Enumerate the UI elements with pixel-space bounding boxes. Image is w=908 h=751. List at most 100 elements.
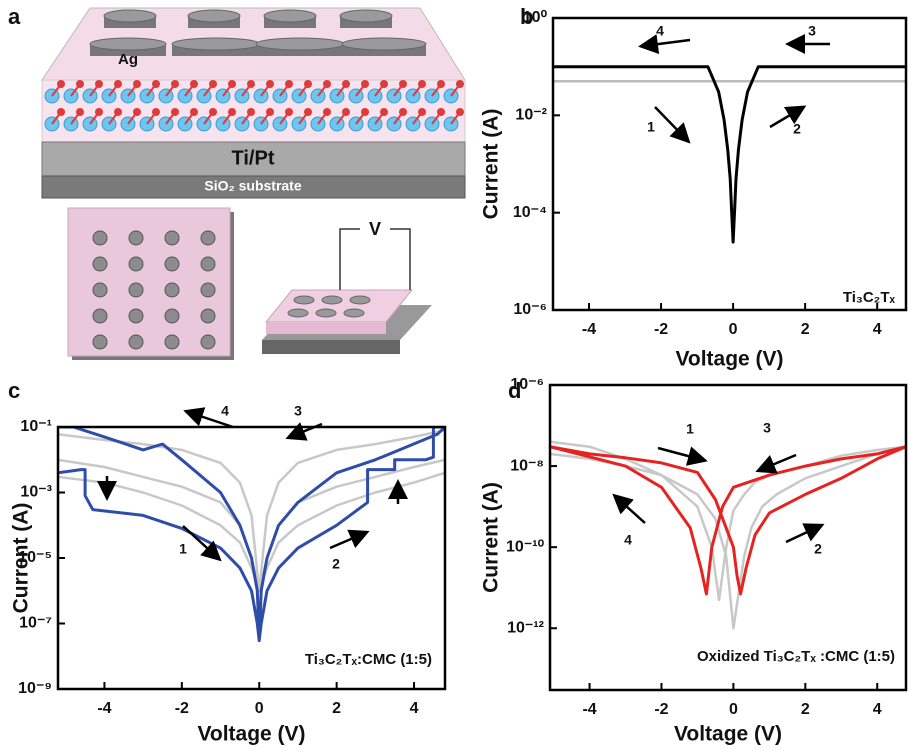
small-pad xyxy=(288,309,308,317)
x-tick-label: 4 xyxy=(410,700,419,717)
x-axis-label: Voltage (V) xyxy=(675,348,783,371)
x-tick-label: 4 xyxy=(873,701,882,718)
sweep-number: 1 xyxy=(686,421,694,437)
x-tick-label: -2 xyxy=(654,321,668,338)
panel-letter: c xyxy=(8,378,20,403)
sweep-arrow xyxy=(183,526,218,558)
x-tick-label: 0 xyxy=(729,701,738,718)
dot xyxy=(93,257,107,271)
y-tick-label: 10⁻¹⁰ xyxy=(506,538,545,555)
sweep-number: 2 xyxy=(793,121,801,137)
x-tick-label: -2 xyxy=(175,700,189,717)
pad-top xyxy=(104,10,156,22)
sample-label: Ti₃C₂Tₓ:CMC (1:5) xyxy=(305,651,432,668)
dot xyxy=(93,283,107,297)
top-view xyxy=(68,208,230,356)
sweep-arrow xyxy=(658,448,703,460)
dot xyxy=(129,309,143,323)
small-pad xyxy=(294,296,314,304)
sweep-number: 4 xyxy=(221,403,229,419)
x-tick-label: 4 xyxy=(873,321,882,338)
sweep-arrow xyxy=(616,497,645,523)
pad-top xyxy=(342,38,426,50)
sweep-number: 4 xyxy=(656,23,664,39)
y-tick-label: 10⁻¹² xyxy=(507,619,544,636)
pad-top xyxy=(340,10,392,22)
sweep-number: 4 xyxy=(624,532,632,548)
sweep-number: 3 xyxy=(808,23,816,39)
small-pad xyxy=(350,296,370,304)
dot xyxy=(129,283,143,297)
x-tick-label: -4 xyxy=(582,321,596,338)
electrode-label: Ti/Pt xyxy=(232,147,275,169)
dot xyxy=(201,309,215,323)
panel-letter: b xyxy=(520,4,533,29)
small-film xyxy=(266,290,412,322)
pad-top xyxy=(90,38,166,50)
small-substrate-side xyxy=(262,340,400,354)
sweep-number: 2 xyxy=(332,556,340,572)
x-tick-label: 2 xyxy=(801,321,810,338)
page: a Ti/Pt SiO₂ substrate Ag V -4 -2 0 2 4 10⁻⁶ 1… xyxy=(0,0,908,751)
bias-label: V xyxy=(369,219,381,239)
dot xyxy=(165,257,179,271)
x-tick-label: 0 xyxy=(729,321,738,338)
panel-letter: a xyxy=(8,4,21,29)
dot xyxy=(165,335,179,349)
dot xyxy=(165,283,179,297)
dot xyxy=(165,309,179,323)
x-tick-label: 0 xyxy=(255,700,264,717)
dot xyxy=(93,335,107,349)
pad-top xyxy=(264,10,316,22)
dot xyxy=(201,257,215,271)
y-tick-label: 10⁻⁴ xyxy=(513,204,547,221)
series-line xyxy=(58,473,445,591)
chart: -4-202410⁻⁶10⁻⁴10⁻²10⁰Voltage (V)Current… xyxy=(480,4,906,371)
dot xyxy=(201,283,215,297)
y-tick-label: 10⁻² xyxy=(515,107,547,124)
y-axis-label: Current (A) xyxy=(480,482,503,593)
sweep-number: 1 xyxy=(179,541,187,557)
dot xyxy=(93,231,107,245)
dot xyxy=(129,257,143,271)
x-tick-label: 2 xyxy=(332,700,341,717)
y-tick-label: 10⁻⁹ xyxy=(18,680,52,697)
sweep-number: 2 xyxy=(814,541,822,557)
panel-letter: d xyxy=(508,378,521,403)
x-tick-label: -4 xyxy=(582,701,596,718)
dot xyxy=(129,231,143,245)
sample-label: Oxidized Ti₃C₂Tₓ :CMC (1:5) xyxy=(697,648,895,665)
substrate-label: SiO₂ substrate xyxy=(204,178,301,194)
series-line xyxy=(58,427,445,641)
sweep-arrow xyxy=(330,533,365,548)
dot xyxy=(201,231,215,245)
y-tick-label: 10⁻⁶ xyxy=(513,301,547,318)
sweep-arrow xyxy=(655,107,687,140)
sweep-arrow xyxy=(643,40,690,46)
small-pad xyxy=(344,309,364,317)
small-film-side xyxy=(266,322,386,334)
x-tick-label: 2 xyxy=(801,701,810,718)
y-tick-label: 10⁻³ xyxy=(20,484,52,501)
sweep-number: 1 xyxy=(647,119,655,135)
y-tick-label: 10⁻¹ xyxy=(20,418,52,435)
pad-top xyxy=(256,38,344,50)
sweep-number: 3 xyxy=(763,420,771,436)
small-pad xyxy=(322,296,342,304)
y-axis-label: Current (A) xyxy=(480,109,503,220)
dot xyxy=(201,335,215,349)
dot xyxy=(129,335,143,349)
device-diagram: a Ti/Pt SiO₂ substrate Ag V xyxy=(8,4,465,360)
y-tick-label: 10⁻⁸ xyxy=(510,457,544,474)
sample-label: Ti₃C₂Tₓ xyxy=(843,289,896,306)
x-axis-label: Voltage (V) xyxy=(674,723,782,746)
x-tick-label: -2 xyxy=(654,701,668,718)
sweep-number: 3 xyxy=(294,403,302,419)
figure: a Ti/Pt SiO₂ substrate Ag V -4 -2 0 2 4 10⁻⁶ 1… xyxy=(0,0,908,751)
sweep-arrow xyxy=(760,455,796,470)
sweep-arrow xyxy=(786,526,820,542)
series-line xyxy=(553,67,906,242)
x-tick-label: -4 xyxy=(97,700,111,717)
dot xyxy=(165,231,179,245)
